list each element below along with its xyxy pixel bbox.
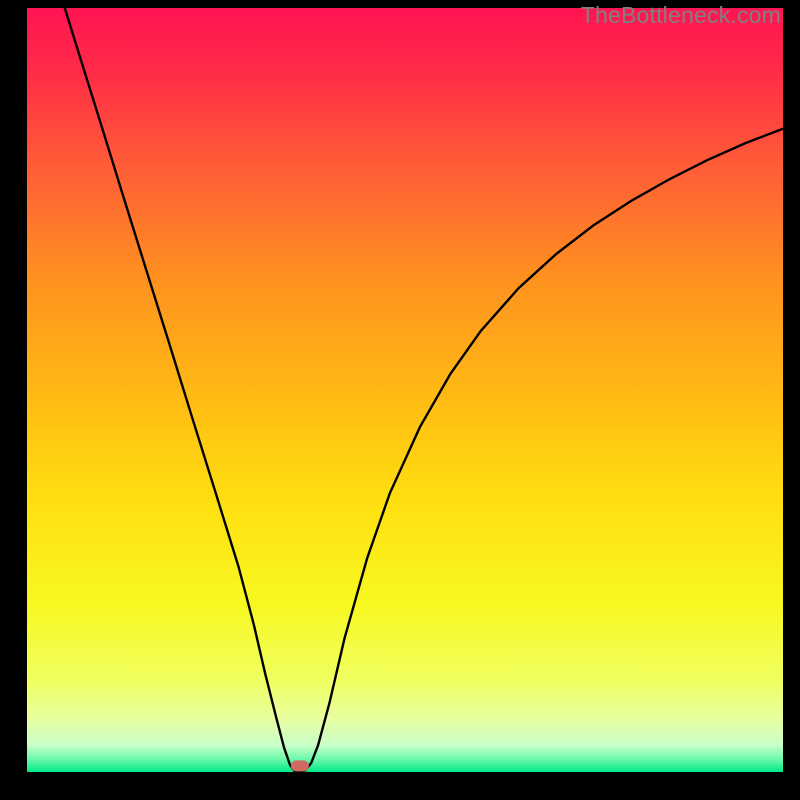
plot-area bbox=[27, 8, 783, 772]
watermark-text: TheBottleneck.com bbox=[581, 2, 781, 29]
optimal-point-marker bbox=[291, 760, 309, 771]
gradient-background bbox=[27, 8, 783, 772]
bottleneck-curve-chart bbox=[27, 8, 783, 772]
chart-frame: TheBottleneck.com bbox=[0, 0, 800, 800]
